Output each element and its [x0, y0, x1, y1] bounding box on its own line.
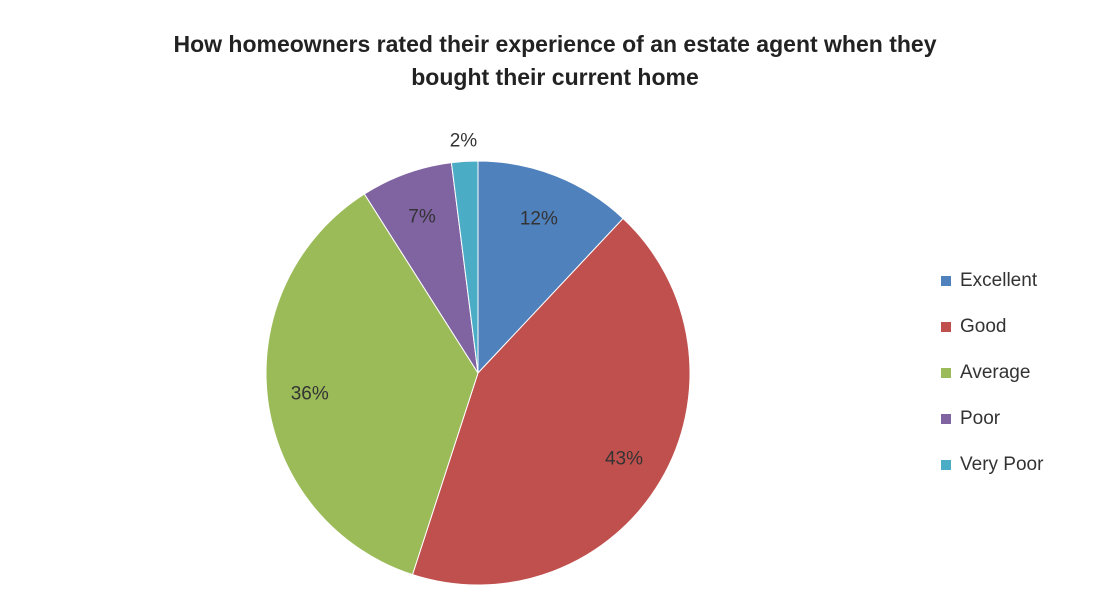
legend-label: Good	[960, 316, 1006, 337]
legend-label: Average	[960, 362, 1030, 383]
legend-label: Very Poor	[960, 454, 1044, 475]
data-label: 2%	[450, 130, 478, 151]
pie-slice	[477, 160, 624, 375]
data-label: 43%	[605, 448, 643, 469]
legend-label: Excellent	[960, 270, 1038, 291]
data-label: 12%	[520, 208, 558, 229]
pie-slice	[265, 193, 479, 576]
chart-title: How homeowners rated their experience of…	[173, 31, 937, 90]
legend-swatch	[941, 460, 951, 470]
legend-swatch	[941, 414, 951, 424]
legend-label: Poor	[960, 408, 1001, 429]
legend-swatch	[941, 368, 951, 378]
pie-slice	[450, 160, 479, 374]
data-label: 7%	[408, 206, 436, 227]
pie-slice	[411, 217, 691, 586]
legend-swatch	[941, 322, 951, 332]
data-label: 36%	[291, 383, 329, 404]
legend-swatch	[941, 276, 951, 286]
